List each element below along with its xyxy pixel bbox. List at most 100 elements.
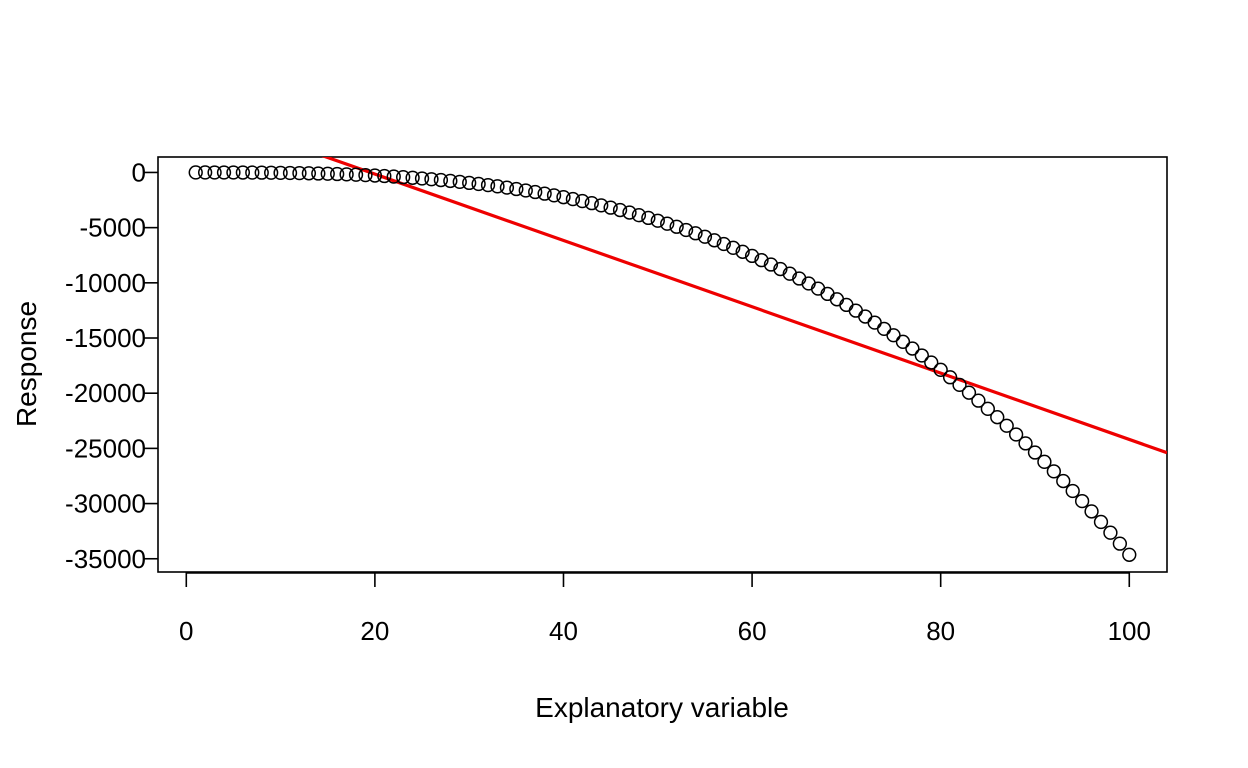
y-tick-label: -5000 bbox=[80, 213, 147, 243]
data-point bbox=[1122, 547, 1137, 562]
data-point bbox=[367, 168, 383, 183]
data-point bbox=[245, 165, 260, 180]
x-tick-label: 20 bbox=[360, 616, 389, 646]
data-point bbox=[716, 236, 731, 252]
data-point bbox=[612, 202, 628, 218]
data-point bbox=[537, 186, 552, 201]
data-point bbox=[414, 171, 430, 186]
x-axis-title: Explanatory variable bbox=[535, 692, 789, 723]
data-point bbox=[1065, 483, 1080, 499]
data-point bbox=[518, 183, 533, 198]
data-point bbox=[207, 165, 222, 180]
data-point bbox=[933, 362, 948, 377]
y-axis: 0 -5000 -10000 -15000 -20000 -25000 -30000 -350… bbox=[65, 157, 158, 574]
data-point bbox=[773, 261, 788, 277]
data-point bbox=[311, 166, 326, 181]
data-point bbox=[669, 219, 684, 234]
data-point bbox=[556, 190, 571, 205]
data-point bbox=[386, 169, 401, 184]
data-point bbox=[839, 297, 854, 313]
data-point bbox=[744, 248, 760, 264]
plot-frame bbox=[157, 156, 1168, 573]
data-point bbox=[603, 200, 618, 215]
y-tick-label: 0 bbox=[132, 157, 146, 187]
data-point bbox=[509, 181, 524, 197]
data-point bbox=[1018, 436, 1033, 451]
data-point bbox=[424, 172, 439, 187]
x-tick-label: 0 bbox=[179, 616, 193, 646]
fitted-line bbox=[321, 157, 1167, 455]
x-tick-label: 80 bbox=[926, 616, 955, 646]
data-point bbox=[216, 165, 232, 180]
data-point bbox=[546, 188, 562, 203]
data-point bbox=[1084, 504, 1099, 519]
data-point bbox=[905, 341, 920, 356]
data-point bbox=[528, 184, 543, 200]
data-point bbox=[358, 167, 373, 183]
data-point bbox=[848, 303, 863, 318]
data-point bbox=[990, 410, 1005, 425]
data-point bbox=[697, 229, 713, 244]
data-point bbox=[396, 170, 411, 185]
data-point bbox=[622, 205, 637, 220]
data-point bbox=[678, 222, 694, 238]
data-point bbox=[301, 166, 317, 181]
data-point bbox=[575, 193, 590, 209]
data-point bbox=[876, 321, 892, 336]
data-point bbox=[1103, 525, 1118, 540]
data-point bbox=[1074, 493, 1090, 509]
data-point bbox=[650, 213, 665, 228]
data-point bbox=[829, 292, 845, 307]
data-point bbox=[565, 191, 581, 207]
data-point bbox=[490, 179, 505, 194]
data-point bbox=[942, 370, 958, 385]
data-point bbox=[188, 165, 203, 180]
data-point bbox=[499, 180, 515, 195]
data-point bbox=[197, 165, 213, 180]
data-point bbox=[480, 177, 496, 193]
data-point bbox=[763, 257, 779, 272]
data-point bbox=[858, 309, 873, 324]
data-point bbox=[594, 198, 609, 213]
y-tick-label: -30000 bbox=[65, 489, 146, 519]
x-tick-label: 60 bbox=[738, 616, 767, 646]
data-point bbox=[1037, 454, 1052, 469]
data-point bbox=[292, 165, 307, 181]
y-tick-label: -20000 bbox=[65, 378, 146, 408]
data-point bbox=[924, 355, 939, 370]
data-point bbox=[462, 175, 477, 191]
y-tick-label: -35000 bbox=[65, 544, 146, 574]
y-tick-label: -15000 bbox=[65, 323, 146, 353]
data-point bbox=[707, 233, 722, 248]
data-point bbox=[320, 166, 335, 181]
data-point bbox=[348, 167, 364, 182]
data-point bbox=[820, 286, 835, 302]
data-point bbox=[1056, 473, 1071, 489]
data-point bbox=[895, 334, 911, 349]
y-axis-title: Response bbox=[11, 301, 42, 427]
data-point bbox=[584, 196, 599, 211]
data-point bbox=[867, 315, 882, 330]
x-tick-label: 40 bbox=[549, 616, 578, 646]
data-point bbox=[254, 165, 269, 180]
data-point bbox=[235, 165, 251, 180]
data-point bbox=[273, 165, 288, 180]
data-point bbox=[641, 210, 656, 226]
data-point bbox=[339, 167, 354, 182]
data-point bbox=[735, 244, 750, 259]
x-tick-label: 100 bbox=[1108, 616, 1151, 646]
data-point bbox=[961, 385, 977, 400]
data-point bbox=[405, 170, 420, 185]
data-point bbox=[443, 173, 458, 189]
data-point bbox=[471, 176, 486, 192]
data-point bbox=[914, 348, 929, 363]
data-point bbox=[226, 165, 241, 180]
data-point bbox=[952, 377, 967, 393]
data-point bbox=[971, 393, 986, 408]
data-point bbox=[1112, 536, 1128, 551]
data-point bbox=[999, 418, 1014, 433]
y-tick-label: -10000 bbox=[65, 268, 146, 298]
data-point bbox=[980, 401, 995, 416]
data-point bbox=[282, 165, 298, 181]
data-point bbox=[1046, 464, 1061, 479]
